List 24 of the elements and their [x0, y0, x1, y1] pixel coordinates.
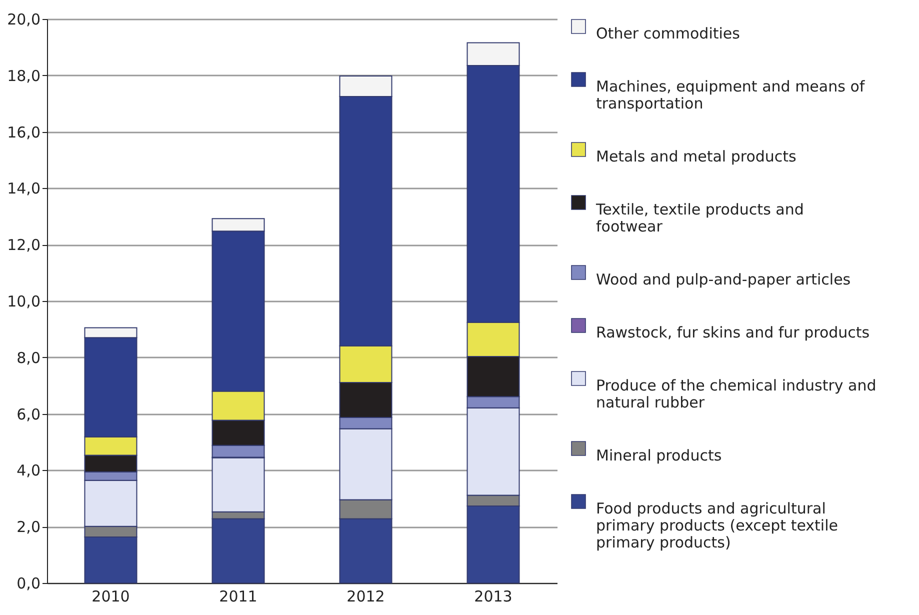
legend-label: Wood and pulp-and-paper articles [596, 270, 851, 288]
legend-label: Other commodities [596, 24, 740, 42]
y-tick-label: 4,0 [16, 462, 40, 480]
y-tick-label: 0,0 [16, 574, 40, 592]
x-tick-label: 2011 [219, 588, 258, 606]
y-tick-label: 8,0 [16, 348, 40, 367]
y-tick-label: 18,0 [7, 66, 40, 85]
legend-label: Mineral products [596, 446, 722, 464]
x-tick-label: 2010 [92, 588, 130, 606]
legend-label: Textile, textile products and footwear [595, 200, 804, 236]
legend-label: Rawstock, fur skins and fur products [596, 324, 870, 342]
x-tick-label: 2013 [474, 588, 512, 606]
y-tick-label: 16,0 [7, 123, 40, 142]
y-tick-label: 12,0 [7, 236, 40, 254]
y-tick-label: 6,0 [16, 405, 40, 424]
y-tick-label: 10,0 [7, 292, 40, 310]
y-tick-label: 2,0 [16, 518, 40, 536]
y-tick-label: 20,0 [7, 10, 40, 28]
legend-label: Metals and metal products [596, 148, 797, 166]
legend-label: Machines, equipment and means of transportation [596, 78, 866, 112]
x-tick-label: 2012 [346, 588, 385, 606]
y-tick-label: 14,0 [7, 180, 40, 198]
legend-label: Food products and agricultural primary products (except textile primary products) [596, 500, 838, 552]
legend-label: Produce of the chemical industry and natural rubber [596, 376, 876, 412]
